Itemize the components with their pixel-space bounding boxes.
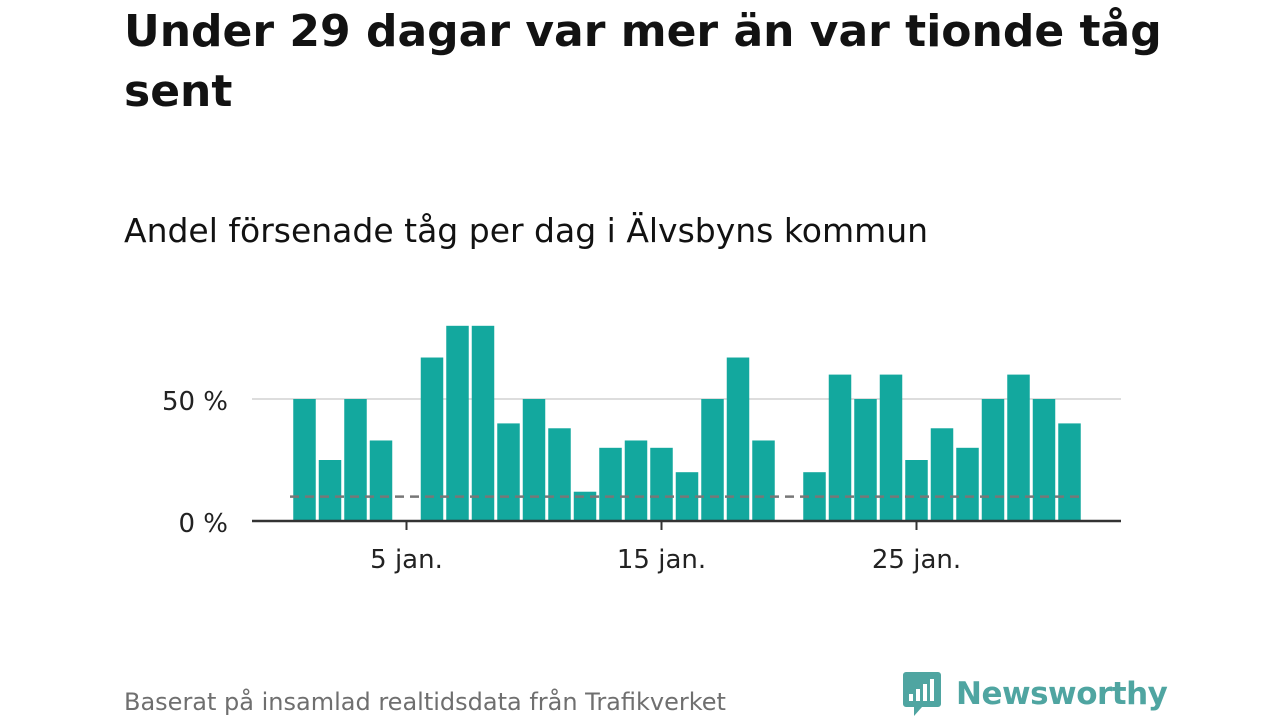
bar	[471, 325, 495, 521]
bar	[624, 440, 648, 521]
bar	[930, 428, 954, 521]
bar	[879, 374, 903, 521]
bar	[828, 374, 852, 521]
chart-title: Under 29 dagar var mer än var tionde tåg…	[124, 6, 1162, 117]
source-note: Baserat på insamlad realtidsdata från Tr…	[124, 688, 726, 716]
bar	[318, 460, 342, 521]
bar	[956, 447, 979, 521]
chart-subtitle: Andel försenade tåg per dag i Älvsbyns k…	[124, 211, 929, 250]
brand-name: Newsworthy	[956, 676, 1168, 712]
bar	[650, 447, 673, 521]
bar	[446, 325, 469, 521]
bar	[344, 399, 367, 521]
y-tick-label: 50 %	[162, 387, 228, 417]
bar	[420, 357, 444, 521]
x-tick-label: 25 jan.	[872, 545, 961, 575]
bar	[573, 491, 597, 521]
bar	[701, 399, 724, 521]
bar	[803, 472, 826, 521]
axes: 0 % 50 % 5 jan. 15 jan. 25 jan.	[162, 387, 1121, 575]
y-tick-label: 0 %	[178, 509, 228, 539]
bar	[599, 447, 622, 521]
bar	[522, 399, 546, 521]
bar	[369, 440, 393, 521]
bar	[497, 423, 520, 521]
bar	[854, 399, 877, 521]
newsworthy-brand[interactable]: Newsworthy	[902, 668, 1168, 720]
bar	[752, 440, 775, 521]
bar	[905, 460, 928, 521]
bars	[293, 325, 1081, 521]
bar	[293, 399, 316, 521]
newsworthy-logo-icon	[903, 672, 941, 716]
bar	[548, 428, 571, 521]
bar	[726, 357, 750, 521]
bar	[981, 399, 1005, 521]
x-tick-label: 5 jan.	[370, 545, 443, 575]
x-tick-label: 15 jan.	[617, 545, 706, 575]
bar	[1032, 399, 1056, 521]
bar	[1058, 423, 1081, 521]
bar	[1007, 374, 1030, 521]
